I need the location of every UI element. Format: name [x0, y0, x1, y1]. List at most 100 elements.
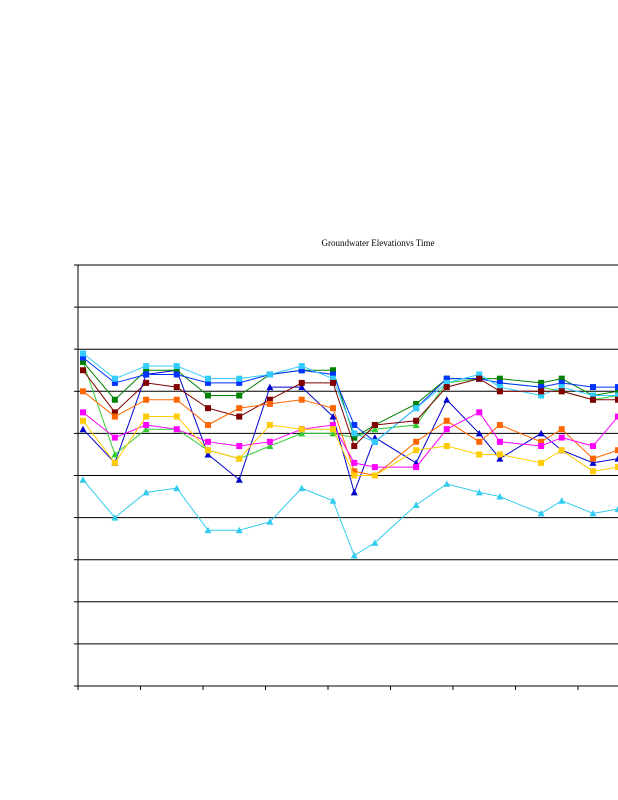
point-marker [204, 526, 212, 534]
point-marker [614, 455, 618, 462]
point-marker [143, 367, 150, 374]
point-marker [205, 375, 211, 382]
point-marker [538, 388, 545, 395]
point-marker [443, 426, 450, 433]
point-marker [143, 396, 150, 403]
point-marker [143, 421, 150, 428]
point-marker [558, 434, 565, 441]
point-marker [590, 384, 596, 391]
point-marker [205, 405, 211, 412]
point-marker [476, 409, 483, 416]
series-line [82, 369, 618, 494]
point-marker [173, 484, 181, 492]
point-marker [615, 396, 618, 403]
point-marker [371, 438, 378, 445]
point-marker [350, 551, 358, 559]
point-marker [266, 421, 273, 428]
point-marker [412, 501, 420, 508]
point-marker [496, 388, 503, 395]
point-marker [330, 379, 336, 386]
point-marker [235, 476, 243, 483]
point-marker [538, 459, 545, 466]
point-marker [443, 396, 451, 403]
chart-title: Groundwater Elevationvs Time [322, 238, 435, 248]
point-marker [111, 514, 119, 521]
point-marker [443, 384, 450, 391]
point-marker [111, 379, 118, 386]
point-marker [330, 405, 336, 412]
point-marker [538, 392, 545, 399]
point-marker [173, 396, 180, 403]
point-marker [371, 421, 378, 428]
series-line [82, 361, 618, 460]
point-marker [330, 375, 336, 382]
point-marker [205, 392, 211, 399]
point-marker [496, 375, 503, 382]
point-marker [371, 425, 379, 433]
point-marker [558, 375, 565, 382]
point-marker [205, 447, 211, 454]
point-marker [590, 443, 596, 450]
point-marker [80, 354, 86, 361]
point-marker [266, 518, 274, 525]
point-marker [79, 476, 87, 483]
point-marker [589, 509, 597, 517]
point-marker [111, 413, 118, 420]
point-marker [173, 367, 180, 374]
point-marker [413, 438, 420, 445]
point-marker [558, 447, 565, 454]
point-marker [537, 509, 545, 517]
point-marker [351, 443, 358, 450]
point-marker [443, 417, 450, 424]
point-marker [590, 396, 596, 403]
point-marker [298, 426, 305, 433]
point-marker [111, 459, 118, 466]
point-marker [413, 417, 420, 424]
point-marker [142, 488, 150, 496]
point-marker [443, 480, 451, 487]
point-marker [476, 371, 483, 378]
point-marker [329, 413, 337, 420]
point-marker [476, 451, 483, 458]
point-marker [351, 472, 358, 479]
point-marker [143, 379, 150, 386]
point-marker [330, 421, 336, 428]
point-marker [351, 421, 358, 428]
point-marker [80, 417, 86, 424]
point-marker [173, 384, 180, 391]
point-marker [476, 375, 483, 382]
point-marker [351, 468, 358, 475]
point-marker [615, 447, 618, 454]
point-marker [236, 413, 243, 420]
point-marker [371, 539, 379, 546]
point-marker [173, 413, 180, 420]
point-marker [558, 497, 566, 504]
point-marker [173, 363, 180, 370]
point-marker [329, 429, 337, 437]
point-marker [298, 363, 305, 370]
point-marker [266, 371, 273, 378]
point-marker [413, 447, 420, 454]
point-marker [615, 392, 618, 399]
point-marker [412, 421, 420, 428]
point-marker [538, 379, 545, 386]
point-marker [615, 384, 618, 391]
point-marker [266, 400, 273, 407]
point-marker [80, 367, 86, 374]
point-marker [558, 379, 565, 386]
point-marker [443, 379, 450, 386]
point-marker [590, 468, 596, 475]
point-marker [443, 443, 450, 450]
series-line [82, 353, 618, 443]
point-marker [235, 526, 243, 534]
point-marker [538, 443, 545, 450]
point-marker [558, 426, 565, 433]
plot-series [79, 350, 618, 559]
point-marker [298, 429, 306, 437]
point-marker [615, 413, 618, 420]
point-marker [537, 429, 545, 437]
point-marker [298, 379, 305, 386]
point-marker [496, 455, 504, 462]
